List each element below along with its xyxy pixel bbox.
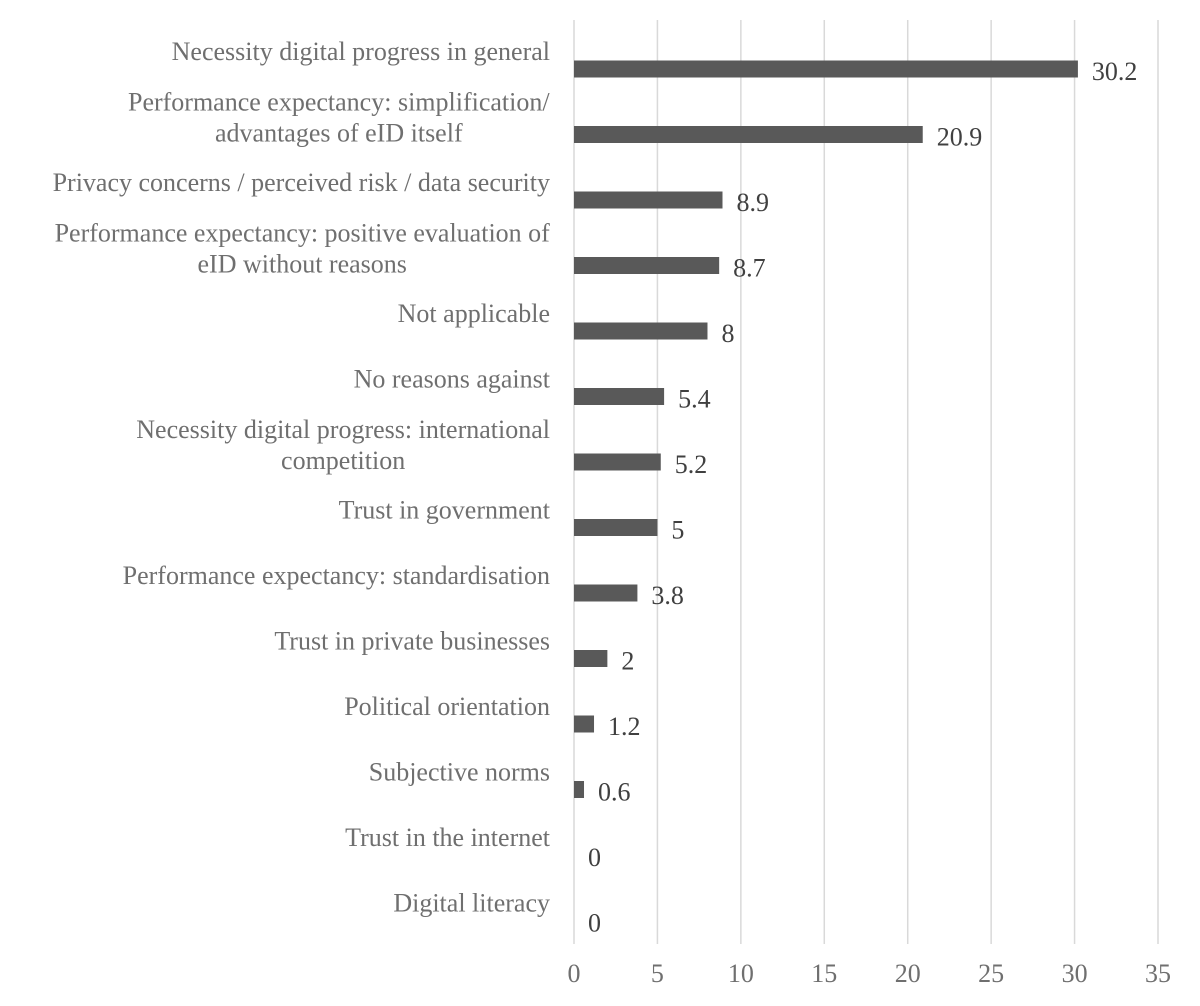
category-label: eID without reasons <box>198 250 407 279</box>
bar <box>574 584 638 602</box>
category-label: competition <box>281 446 405 475</box>
x-tick-label: 30 <box>1062 959 1088 988</box>
category-label: Privacy concerns / perceived risk / data… <box>53 168 550 197</box>
category-label: Digital literacy <box>393 889 550 918</box>
x-axis-tick-labels: 0 5 10 15 20 25 30 35 <box>568 959 1172 988</box>
bars <box>574 60 1078 798</box>
x-tick-label: 35 <box>1145 959 1171 988</box>
category-label: Trust in private businesses <box>274 627 550 656</box>
data-label: 5 <box>671 516 684 545</box>
data-label: 0 <box>588 843 601 872</box>
data-label: 20.9 <box>937 123 983 152</box>
data-labels: 30.2 20.9 8.9 8.7 8 5.4 5.2 5 3.8 2 1.2 0.6 0 0 <box>588 57 1137 938</box>
category-label: Necessity digital progress: internationa… <box>136 415 550 444</box>
x-tick-label: 5 <box>651 959 664 988</box>
category-label: Performance expectancy: positive evaluat… <box>55 219 551 248</box>
bar <box>574 388 665 405</box>
data-label: 30.2 <box>1092 57 1138 86</box>
category-label: Trust in government <box>339 496 551 525</box>
data-label: 1.2 <box>608 712 641 741</box>
bar <box>574 519 658 536</box>
x-tick-label: 15 <box>811 959 837 988</box>
x-tick-label: 20 <box>895 959 921 988</box>
bar <box>574 715 595 733</box>
data-label: 5.4 <box>678 385 711 414</box>
data-label: 8.9 <box>737 188 770 217</box>
category-label: Performance expectancy: standardisation <box>123 561 550 590</box>
category-label: Necessity digital progress in general <box>172 37 550 66</box>
x-tick-label: 10 <box>728 959 754 988</box>
bar <box>574 650 608 667</box>
category-label: advantages of eID itself <box>215 119 463 148</box>
bar <box>574 453 661 471</box>
bar <box>574 781 585 798</box>
category-label: No reasons against <box>354 365 551 394</box>
data-label: 0 <box>588 909 601 938</box>
bar <box>574 60 1078 78</box>
data-label: 5.2 <box>675 450 708 479</box>
category-labels: Necessity digital progress in general Per… <box>53 37 551 918</box>
category-label: Performance expectancy: simplification/ <box>128 88 550 117</box>
category-label: Subjective norms <box>369 758 550 787</box>
data-label: 8 <box>721 319 734 348</box>
gridlines <box>573 20 1159 944</box>
data-label: 3.8 <box>651 581 684 610</box>
category-label: Not applicable <box>398 299 550 328</box>
x-tick-label: 25 <box>978 959 1004 988</box>
bar <box>574 191 723 209</box>
x-tick-label: 0 <box>568 959 581 988</box>
category-label: Trust in the internet <box>345 823 551 852</box>
data-label: 8.7 <box>733 254 766 283</box>
bar <box>574 257 720 274</box>
bar <box>574 126 923 143</box>
bar <box>574 322 708 340</box>
category-label: Political orientation <box>344 692 550 721</box>
data-label: 2 <box>621 647 634 676</box>
data-label: 0.6 <box>598 778 631 807</box>
